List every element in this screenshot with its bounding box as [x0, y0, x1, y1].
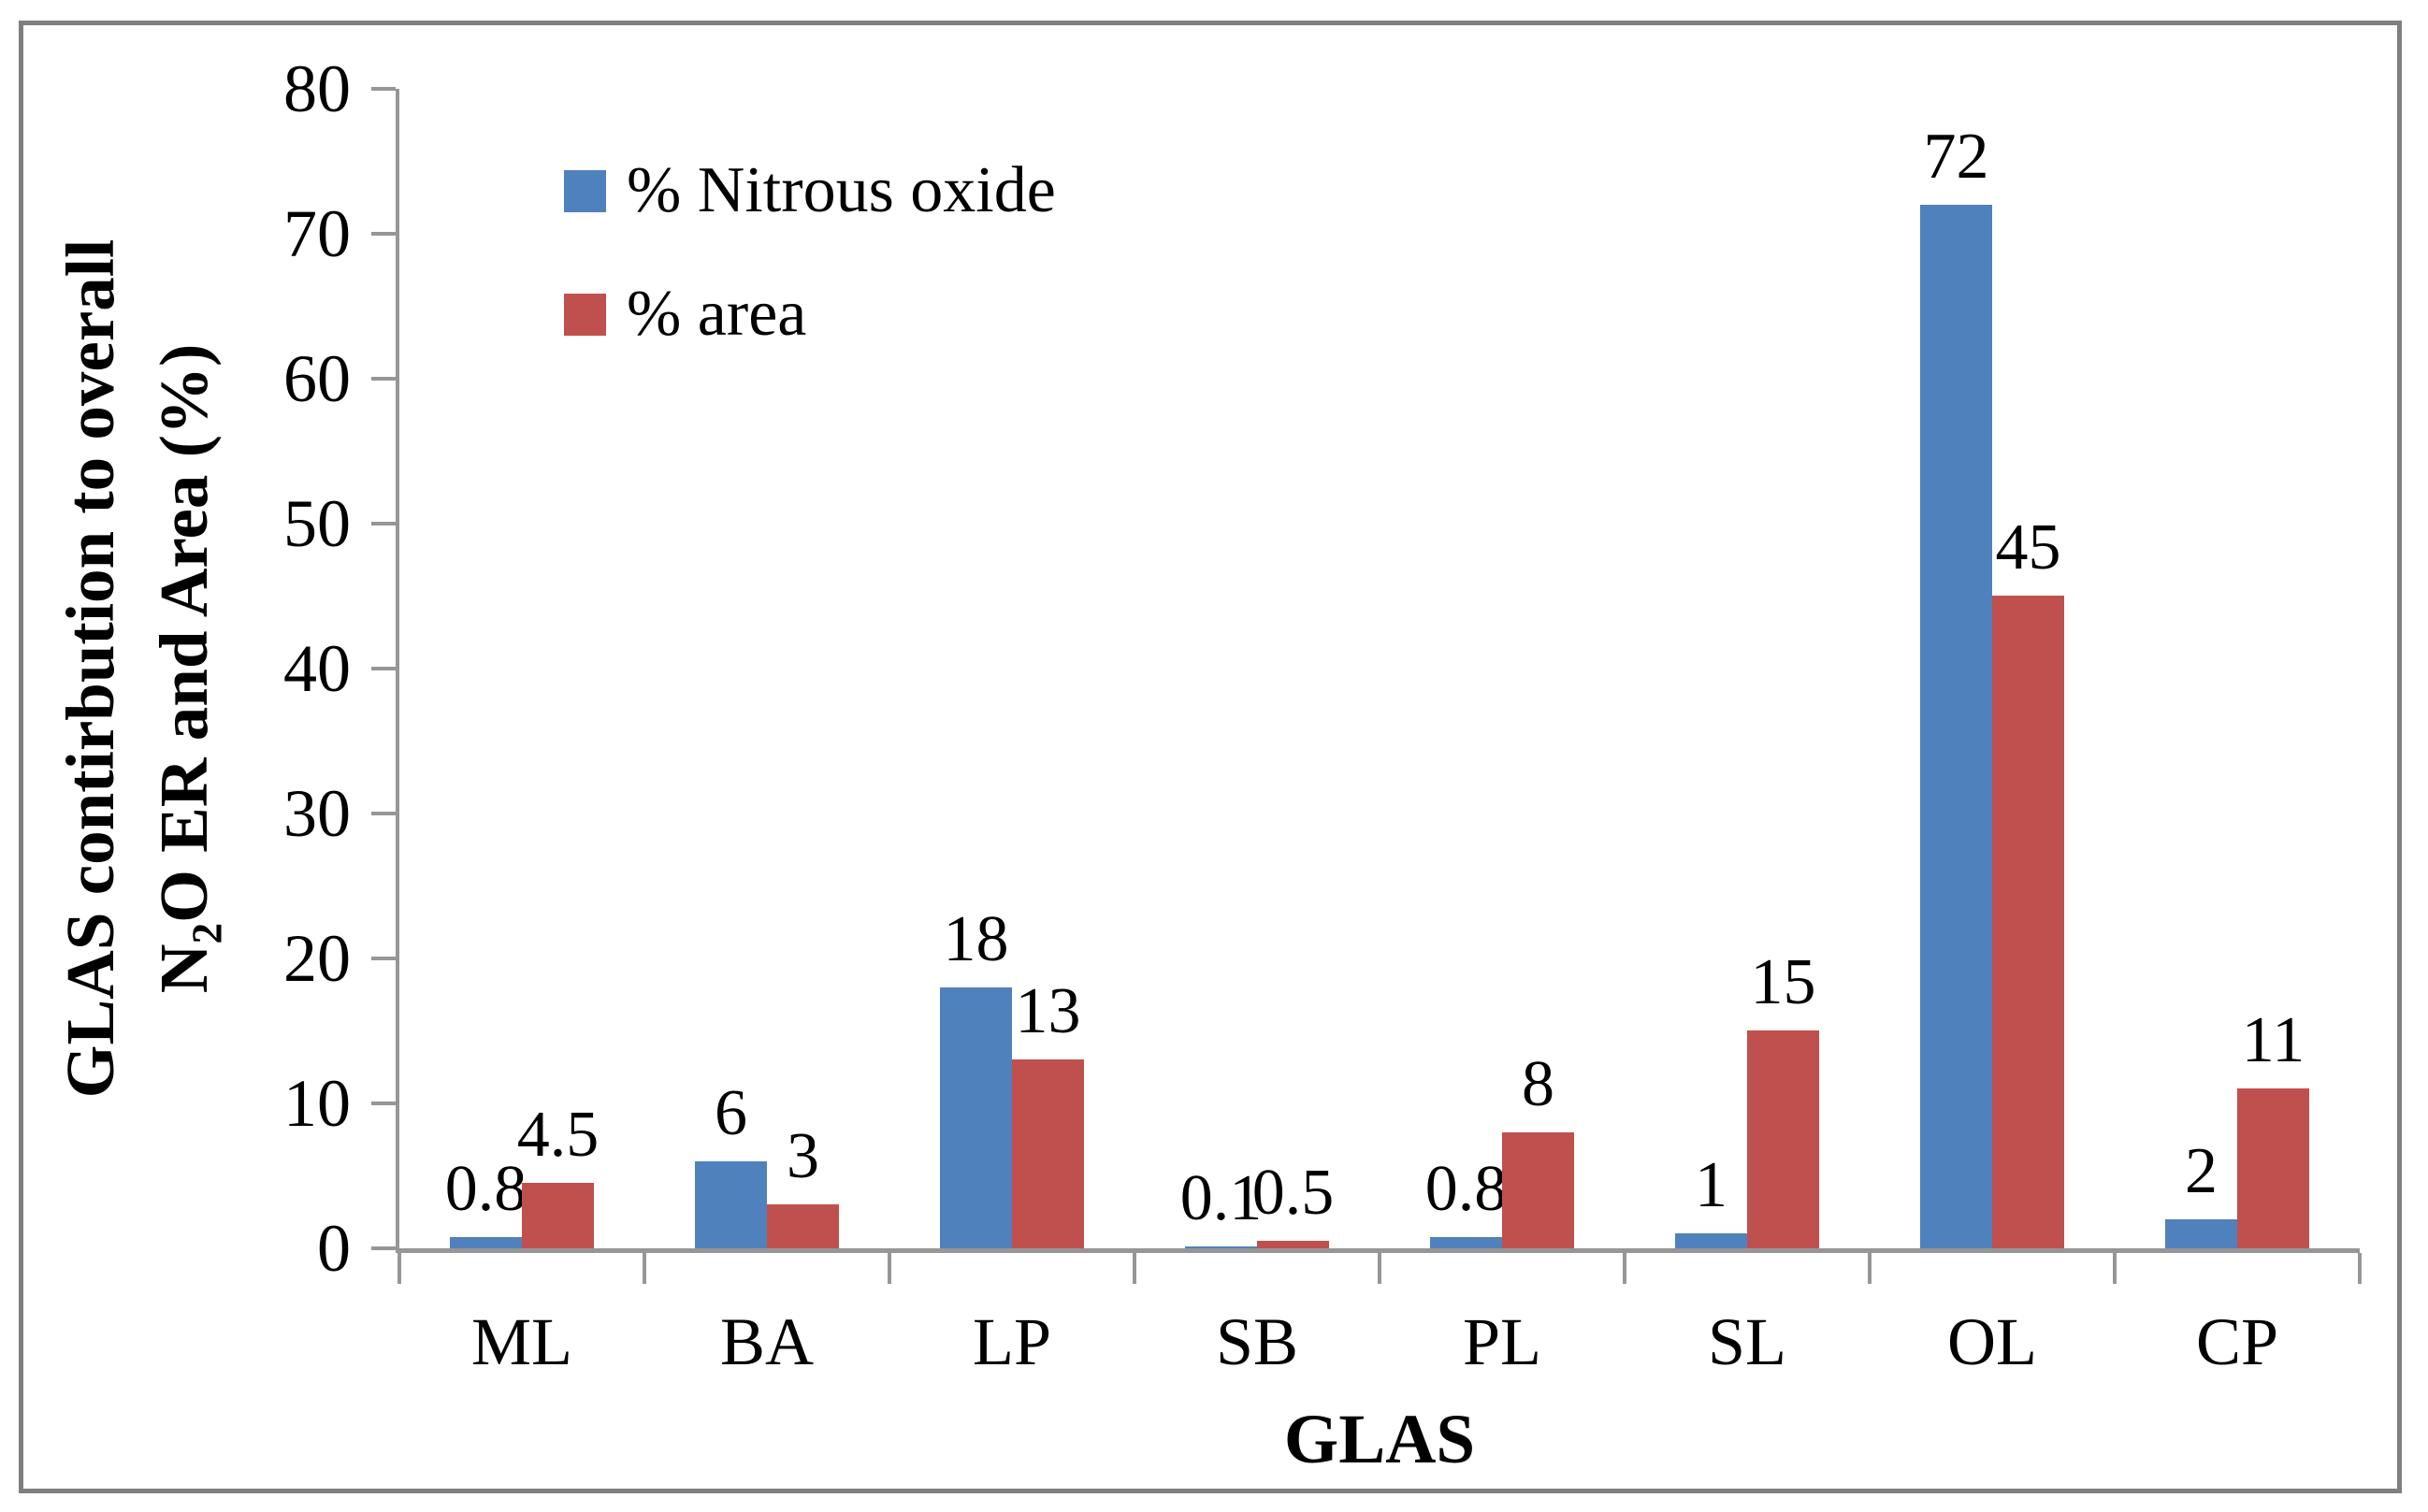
bar-label-area-SL: 15 [1750, 946, 1816, 1018]
bar-label-area-OL: 45 [1995, 511, 2061, 583]
bar-area-CP [2237, 1088, 2309, 1248]
legend-label: % Nitrous oxide [627, 154, 1056, 226]
bar-area-ML [522, 1183, 594, 1248]
bar-nitrous-oxide-SB [1185, 1246, 1257, 1248]
y-tick [371, 957, 396, 960]
bar-nitrous-oxide-SL [1675, 1233, 1747, 1248]
x-category-label: SB [1215, 1304, 1299, 1379]
bar-nitrous-oxide-OL [1920, 205, 1992, 1248]
y-tick-label: 30 [283, 776, 351, 851]
bar-label-area-PL: 8 [1522, 1048, 1554, 1120]
chart-frame [19, 21, 2402, 1493]
y-tick-label: 80 [283, 51, 351, 126]
x-category-label: SL [1707, 1304, 1787, 1379]
x-category-label: CP [2195, 1304, 2279, 1379]
y-tick-label: 60 [283, 341, 351, 416]
x-axis-title: GLAS [1283, 1401, 1476, 1478]
bar-area-LP [1012, 1059, 1084, 1248]
y-tick [371, 667, 396, 670]
x-tick [1378, 1253, 1381, 1284]
y-tick-label: 0 [317, 1211, 351, 1286]
legend-label: % area [627, 278, 807, 350]
x-tick [2358, 1253, 2362, 1284]
bar-label-area-CP: 11 [2241, 1004, 2305, 1076]
y-tick [371, 1102, 396, 1105]
y-tick [371, 522, 396, 526]
x-tick [2113, 1253, 2117, 1284]
x-category-label: PL [1462, 1304, 1542, 1379]
y-axis-line [396, 89, 399, 1253]
y-tick [371, 232, 396, 236]
bar-label-nitrous-oxide-PL: 0.8 [1424, 1153, 1508, 1225]
y-tick [371, 812, 396, 815]
x-category-label: OL [1947, 1304, 2037, 1379]
y-tick-label: 10 [283, 1066, 351, 1141]
y-tick-label: 40 [283, 631, 351, 706]
bar-area-SL [1747, 1030, 1819, 1248]
y-tick-label: 70 [283, 196, 351, 271]
x-tick [1623, 1253, 1626, 1284]
bar-label-area-SB: 0.5 [1251, 1157, 1335, 1229]
x-tick [888, 1253, 891, 1284]
y-tick [371, 377, 396, 381]
legend-swatch-icon [564, 293, 606, 336]
bar-area-PL [1502, 1132, 1574, 1248]
x-tick [643, 1253, 646, 1284]
bar-label-nitrous-oxide-BA: 6 [715, 1077, 747, 1149]
y-tick-label: 20 [283, 921, 351, 996]
bar-area-SB [1257, 1241, 1329, 1248]
bar-label-nitrous-oxide-LP: 18 [943, 903, 1009, 975]
x-category-label: LP [972, 1304, 1052, 1379]
legend-swatch-icon [564, 169, 606, 212]
bar-label-nitrous-oxide-SB: 0.1 [1179, 1162, 1263, 1234]
bar-label-nitrous-oxide-OL: 72 [1923, 121, 1989, 193]
bar-nitrous-oxide-ML [450, 1237, 522, 1248]
x-category-label: BA [719, 1304, 815, 1379]
bar-nitrous-oxide-CP [2165, 1219, 2237, 1248]
x-tick [397, 1253, 401, 1284]
x-axis-line [396, 1248, 2360, 1253]
bar-label-nitrous-oxide-SL: 1 [1695, 1149, 1727, 1221]
bar-area-OL [1992, 596, 2064, 1248]
legend-item-nitrous-oxide: % Nitrous oxide [564, 148, 1056, 234]
bar-nitrous-oxide-PL [1430, 1237, 1502, 1248]
bar-label-area-LP: 13 [1015, 975, 1081, 1047]
bar-label-area-BA: 3 [787, 1120, 819, 1192]
bar-nitrous-oxide-LP [940, 987, 1012, 1248]
legend: % Nitrous oxide % area [564, 148, 1056, 357]
y-tick [371, 1246, 396, 1250]
bar-label-nitrous-oxide-CP: 2 [2185, 1135, 2218, 1207]
bar-label-nitrous-oxide-ML: 0.8 [444, 1153, 528, 1225]
legend-item-area: % area [564, 271, 1056, 357]
x-tick [1868, 1253, 1872, 1284]
bar-area-BA [767, 1204, 839, 1248]
y-tick [371, 87, 396, 91]
bar-nitrous-oxide-BA [695, 1161, 767, 1248]
bar-label-area-ML: 4.5 [516, 1099, 600, 1171]
y-tick-label: 50 [283, 486, 351, 561]
x-category-label: ML [471, 1304, 572, 1379]
x-tick [1133, 1253, 1136, 1284]
